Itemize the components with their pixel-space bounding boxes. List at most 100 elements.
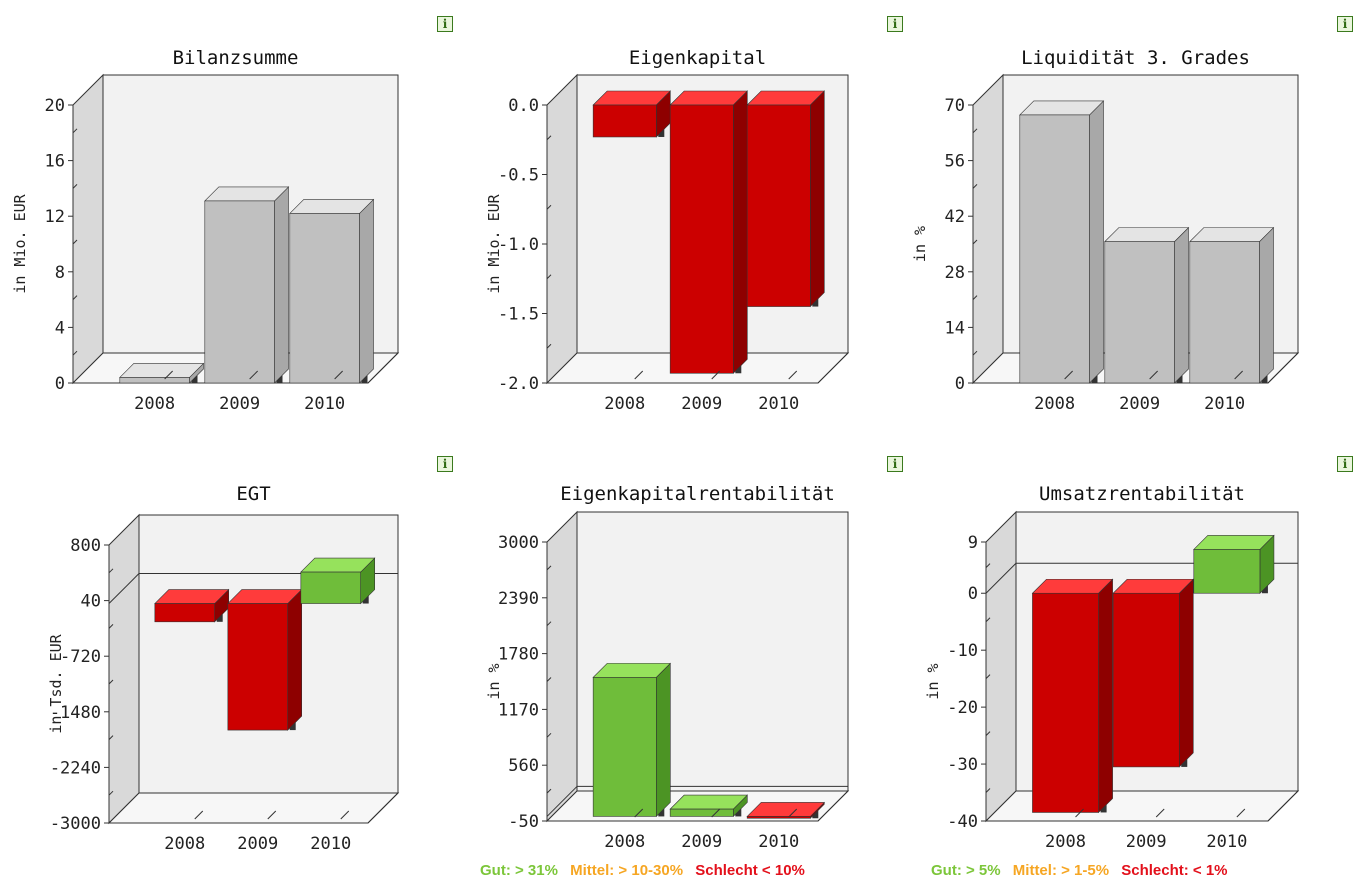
x-tick-label: 2009: [1119, 394, 1160, 414]
y-minor-tick: [985, 788, 991, 793]
x-tick-label: 2008: [134, 394, 175, 414]
bar-top: [1193, 535, 1275, 550]
info-icon[interactable]: i: [437, 456, 453, 472]
legend-bad: Schlecht < 10%: [695, 862, 805, 879]
x-tick-label: 2010: [758, 832, 799, 852]
chart-eigenkapitalrentabilitaet: -50 560 1170 1780 2390 3000 Eigenkapitalrentab…: [485, 483, 850, 852]
info-icon[interactable]: i: [887, 16, 903, 32]
bar-side: [656, 662, 671, 818]
bar-top: [1112, 578, 1194, 594]
x-tick-label: 2009: [681, 832, 722, 852]
y-tick-label: -20: [947, 698, 978, 718]
y-minor-tick: [546, 677, 552, 682]
side-wall: [972, 73, 1004, 385]
bar: [1112, 592, 1180, 768]
bar-side: [809, 90, 825, 308]
bar: [227, 603, 288, 731]
y-tick-label: -30: [947, 755, 978, 775]
y-minor-tick: [972, 350, 978, 356]
side-wall: [985, 510, 1017, 823]
x-tick: [340, 810, 350, 820]
info-icon[interactable]: i: [437, 16, 453, 32]
y-tick-label: 56: [945, 152, 965, 172]
side-wall: [72, 73, 104, 385]
rating-legend-umsatzrentabilitaet: Gut: > 5% Mittel: > 1-5% Schlecht: < 1%: [931, 862, 1236, 879]
x-tick-label: 2008: [164, 834, 205, 854]
y-tick-label: 8: [55, 263, 65, 283]
y-minor-tick: [108, 735, 114, 740]
bar-top: [1031, 578, 1114, 594]
edge-line: [367, 792, 399, 824]
bar: [592, 104, 657, 138]
y-minor-tick: [985, 674, 991, 680]
y-minor-tick: [108, 679, 114, 685]
bar-side: [1178, 578, 1194, 768]
x-tick: [711, 370, 721, 380]
y-tick-label: 2390: [498, 589, 539, 609]
bar: [289, 213, 360, 384]
y-tick-label: -1480: [50, 703, 101, 723]
y-minor-tick: [108, 624, 114, 629]
bar: [669, 104, 734, 374]
x-tick-label: 2009: [237, 834, 278, 854]
bar: [592, 677, 657, 817]
bar-top: [746, 802, 826, 817]
y-tick-label: 1170: [498, 700, 539, 720]
x-tick: [634, 370, 644, 380]
x-tick: [1155, 808, 1165, 818]
bar-top: [746, 90, 826, 106]
y-tick-label: 0: [955, 374, 965, 394]
y-minor-tick: [972, 128, 978, 134]
bar-top: [592, 90, 672, 106]
y-tick-label: 4: [55, 318, 65, 338]
zero-line: [108, 573, 140, 604]
y-tick-label: 800: [70, 536, 101, 556]
y-tick-label: 40: [81, 592, 101, 612]
x-tick: [711, 808, 721, 818]
y-minor-tick: [546, 204, 552, 210]
legend-good: Gut: > 31%: [480, 862, 558, 879]
y-axis-label: in %: [911, 226, 929, 262]
y-minor-tick: [72, 239, 78, 245]
bar: [204, 200, 275, 384]
y-tick-label: 560: [508, 756, 539, 776]
bar: [1032, 592, 1099, 813]
bar: [300, 571, 361, 604]
y-minor-tick: [985, 617, 991, 623]
y-axis-label: in Mio. EUR: [11, 193, 29, 293]
bar: [119, 377, 190, 384]
bar-side: [732, 90, 748, 374]
info-icon[interactable]: i: [887, 456, 903, 472]
bar-top: [592, 663, 672, 678]
x-tick-label: 2010: [1206, 832, 1247, 852]
info-icon[interactable]: i: [1337, 16, 1353, 32]
x-tick-label: 2010: [310, 834, 351, 854]
x-tick-label: 2010: [758, 394, 799, 414]
bar-side: [274, 186, 289, 384]
chart-panel-eigenkapitalrentabilitaet: -50 560 1170 1780 2390 3000 Eigenkapitalrentab…: [450, 440, 903, 880]
edge-line: [367, 352, 399, 384]
y-axis-label: in %: [485, 663, 503, 699]
legend-medium: Mittel: > 10-30%: [570, 862, 684, 879]
edge-line: [817, 790, 849, 822]
legend-medium: Mittel: > 1-5%: [1012, 862, 1110, 879]
info-icon[interactable]: i: [1337, 456, 1353, 472]
chart-eigenkapital: -2.0 -1.5 -1.0 -0.5 0.0 Eigenkapital in Mio. E…: [485, 47, 850, 414]
y-minor-tick: [546, 788, 552, 794]
x-tick: [164, 370, 174, 380]
chart-panel-umsatzrentabilitaet: -40 -30 -20 -10 0 9 Umsatzrentabilität in % 2008…: [900, 440, 1353, 880]
chart-umsatzrentabilitaet: -40 -30 -20 -10 0 9 Umsatzrentabilität in % 2008…: [924, 483, 1300, 852]
y-tick-label: 20: [45, 96, 65, 116]
x-tick: [267, 810, 277, 820]
side-wall: [546, 510, 578, 823]
y-minor-tick: [972, 184, 978, 189]
y-tick-label: -3000: [50, 814, 101, 834]
bar-top: [1104, 227, 1190, 242]
x-tick: [1064, 370, 1074, 380]
chart-liquiditaet: 0 14 28 42 56 70 Liquidität 3. Grades in % 2008 2…: [911, 47, 1300, 414]
bar-side: [359, 198, 374, 384]
y-minor-tick: [546, 732, 552, 738]
y-tick-label: -2.0: [498, 374, 539, 394]
x-tick: [1234, 370, 1244, 380]
chart-panel-eigenkapital: -2.0 -1.5 -1.0 -0.5 0.0 Eigenkapital in Mio. E…: [450, 0, 903, 440]
